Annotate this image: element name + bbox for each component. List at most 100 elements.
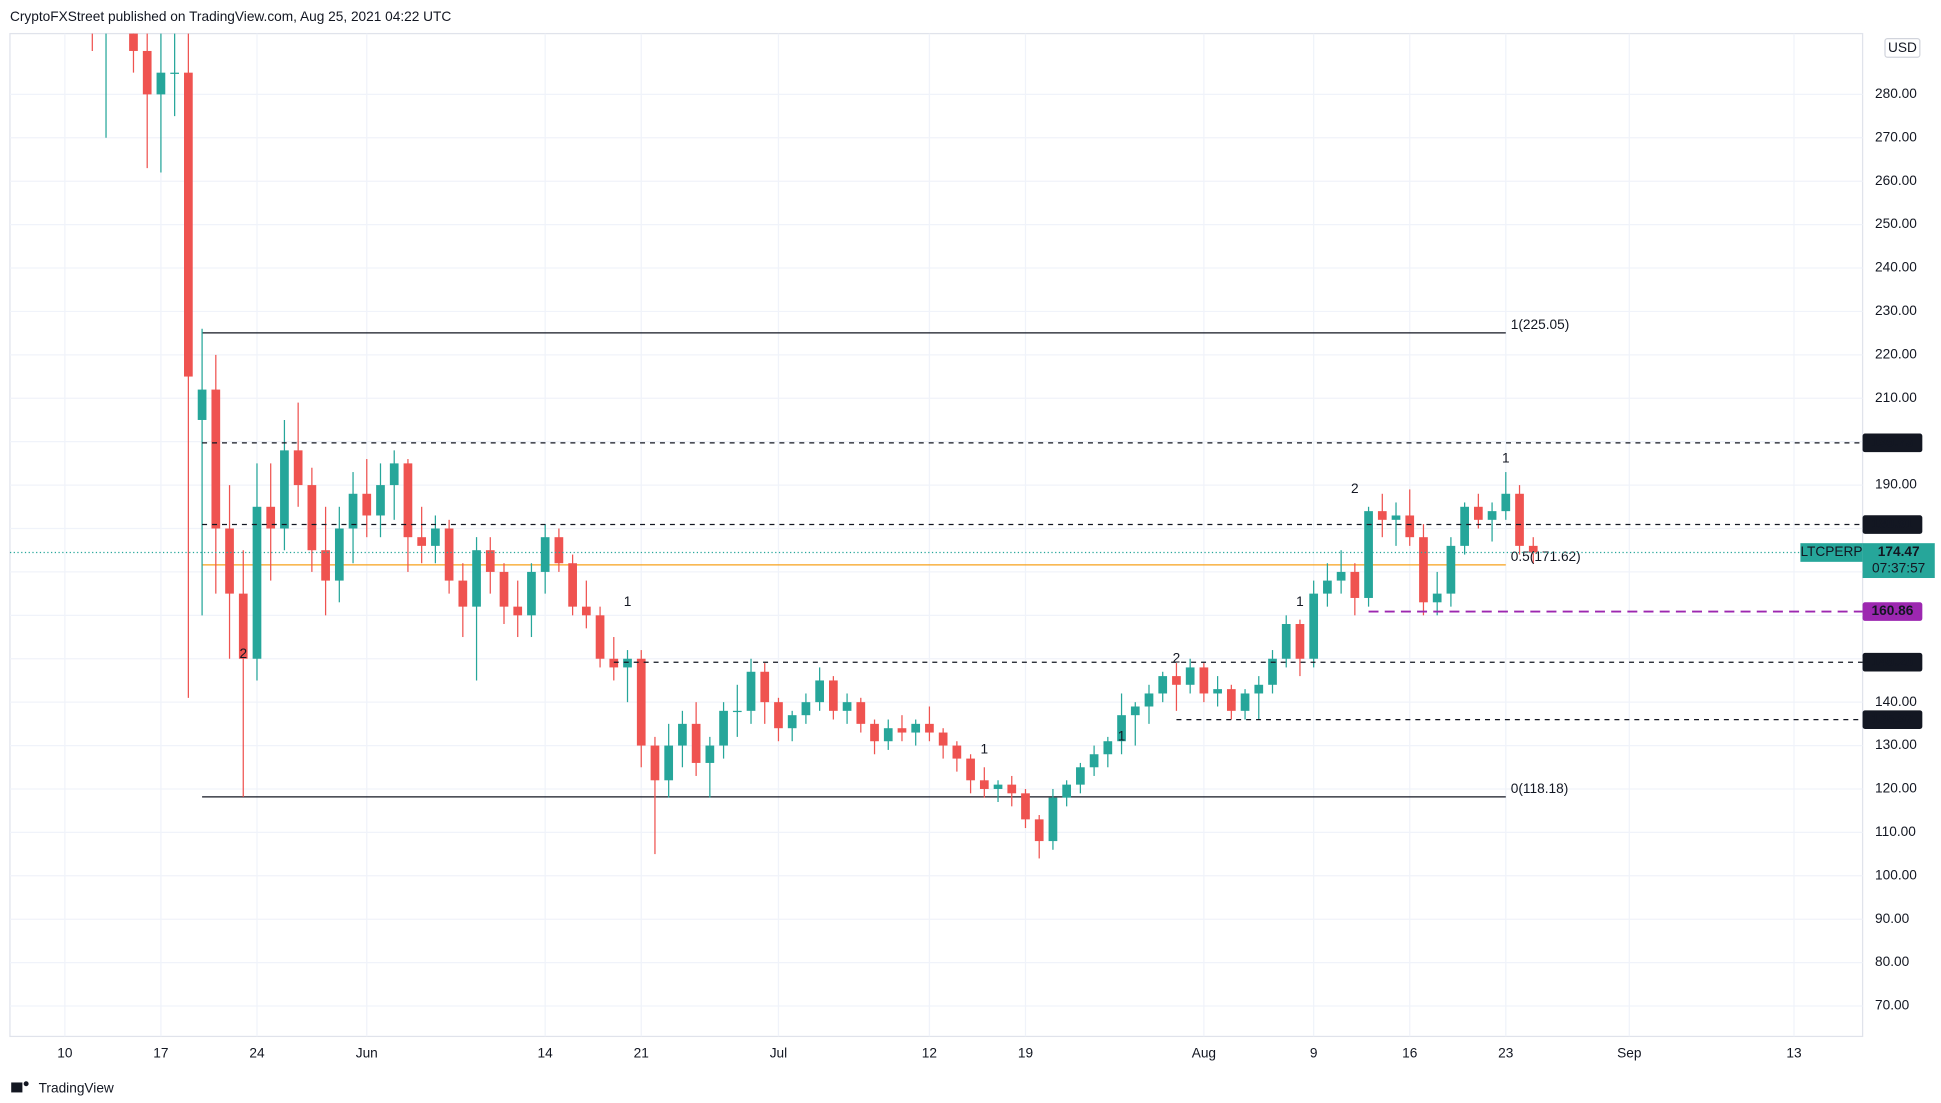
x-tick-label: 9 bbox=[1310, 1045, 1318, 1060]
price-tag bbox=[1862, 543, 1935, 579]
x-tick-label: 12 bbox=[922, 1045, 937, 1060]
y-tick-label: 190.00 bbox=[1875, 477, 1917, 492]
candle-body bbox=[102, 0, 111, 8]
level-tag bbox=[1862, 602, 1923, 621]
annotation: 1 bbox=[1296, 594, 1304, 609]
candle-body bbox=[636, 658, 646, 746]
candle-body bbox=[1528, 545, 1538, 553]
symbol-tag bbox=[1800, 543, 1863, 562]
candle-body bbox=[156, 72, 166, 95]
candle-body bbox=[787, 715, 797, 729]
y-tick-label: 110.00 bbox=[1875, 824, 1916, 839]
x-tick-label: 14 bbox=[538, 1045, 554, 1060]
candle-body bbox=[142, 50, 152, 95]
footer: TradingView bbox=[39, 1080, 114, 1095]
x-tick-label: Jun bbox=[356, 1045, 378, 1060]
fib-label: 1(225.05) bbox=[1511, 317, 1570, 332]
y-tick-label: 240.00 bbox=[1875, 260, 1917, 275]
y-tick-label: 220.00 bbox=[1875, 346, 1917, 361]
candle-body bbox=[1419, 537, 1428, 603]
y-tick-label: 140.00 bbox=[1875, 694, 1917, 709]
candle-body bbox=[1432, 593, 1442, 603]
candle-body bbox=[1254, 684, 1264, 694]
level-tag bbox=[1862, 652, 1923, 672]
candle-body bbox=[293, 450, 303, 486]
candle-body bbox=[595, 615, 605, 659]
candle-body bbox=[1350, 571, 1360, 598]
y-tick-label: 230.00 bbox=[1875, 303, 1917, 318]
candle-body bbox=[897, 728, 907, 733]
candle-body bbox=[88, 0, 97, 8]
candle-body bbox=[170, 72, 179, 74]
x-tick-label: Jul bbox=[770, 1045, 787, 1060]
annotation: 1 bbox=[624, 594, 632, 609]
level-tag bbox=[1862, 710, 1923, 729]
candle-body bbox=[760, 671, 770, 703]
candle-body bbox=[705, 745, 715, 763]
candle-body bbox=[417, 537, 427, 546]
currency[interactable]: USD bbox=[1888, 40, 1917, 55]
fib-label: 0(118.18) bbox=[1511, 781, 1569, 796]
price-label: 174.47 bbox=[1878, 544, 1920, 559]
candle-body bbox=[1034, 819, 1044, 842]
symbol-label: LTCPERP bbox=[1800, 544, 1862, 559]
currency-button[interactable] bbox=[1884, 37, 1921, 58]
x-tick-label: 16 bbox=[1402, 1045, 1417, 1060]
candle-body bbox=[1487, 511, 1497, 520]
candle-body bbox=[1501, 493, 1511, 512]
candle-body bbox=[609, 658, 619, 668]
fib-label: 0.5(171.62) bbox=[1511, 549, 1581, 564]
candle-body bbox=[403, 463, 413, 538]
y-tick-label: 130.00 bbox=[1875, 737, 1917, 752]
countdown: 07:37:57 bbox=[1872, 560, 1925, 575]
x-tick-label: 13 bbox=[1786, 1045, 1801, 1060]
candle-body bbox=[938, 732, 948, 746]
candle-body bbox=[1062, 784, 1072, 798]
candle-body bbox=[1446, 545, 1456, 594]
candle-body bbox=[1117, 715, 1126, 742]
candle-body bbox=[1364, 511, 1373, 598]
candle-body bbox=[1007, 784, 1017, 794]
candle-body bbox=[321, 550, 330, 581]
y-tick-label: 270.00 bbox=[1875, 129, 1917, 144]
candle-body bbox=[883, 728, 893, 742]
candle-body bbox=[719, 710, 728, 746]
candle-body bbox=[376, 485, 385, 516]
y-tick-label: 280.00 bbox=[1875, 86, 1917, 101]
level-label: 135.97 bbox=[1872, 711, 1914, 726]
candle-body bbox=[307, 485, 317, 551]
candle-body bbox=[664, 745, 674, 781]
candle-body bbox=[650, 745, 660, 781]
candle-body bbox=[513, 606, 523, 616]
y-tick-label: 100.00 bbox=[1875, 867, 1917, 882]
x-tick-label: 10 bbox=[57, 1045, 73, 1060]
candle-body bbox=[554, 537, 564, 564]
candle-body bbox=[1089, 754, 1099, 768]
x-tick-label: 19 bbox=[1018, 1045, 1033, 1060]
header: CryptoFXStreet published on TradingView.… bbox=[10, 9, 451, 24]
annotation: 1 bbox=[981, 742, 989, 757]
candle-body bbox=[856, 702, 866, 724]
candle-body bbox=[1103, 741, 1113, 755]
candle-body bbox=[623, 658, 632, 668]
candle-body bbox=[348, 493, 358, 529]
candle-body bbox=[1130, 706, 1140, 716]
level-label: 180.91 bbox=[1872, 516, 1914, 531]
x-tick-label: 21 bbox=[634, 1045, 649, 1060]
candle-body bbox=[1460, 506, 1469, 546]
candle-body bbox=[266, 506, 276, 529]
candle-body bbox=[1391, 515, 1401, 520]
candle-body bbox=[568, 563, 577, 607]
x-tick-label: 24 bbox=[249, 1045, 265, 1060]
candle-body bbox=[1323, 580, 1332, 594]
candle-body bbox=[732, 710, 742, 713]
candle-body bbox=[540, 537, 550, 572]
candle-body bbox=[1405, 515, 1415, 538]
annotation: 1 bbox=[1118, 728, 1126, 743]
candle-body bbox=[979, 780, 989, 789]
candle-body bbox=[966, 758, 975, 781]
candle-body bbox=[211, 389, 221, 529]
x-tick-label: 17 bbox=[153, 1045, 168, 1060]
candle-body bbox=[334, 528, 344, 581]
level-tag bbox=[1862, 515, 1923, 534]
